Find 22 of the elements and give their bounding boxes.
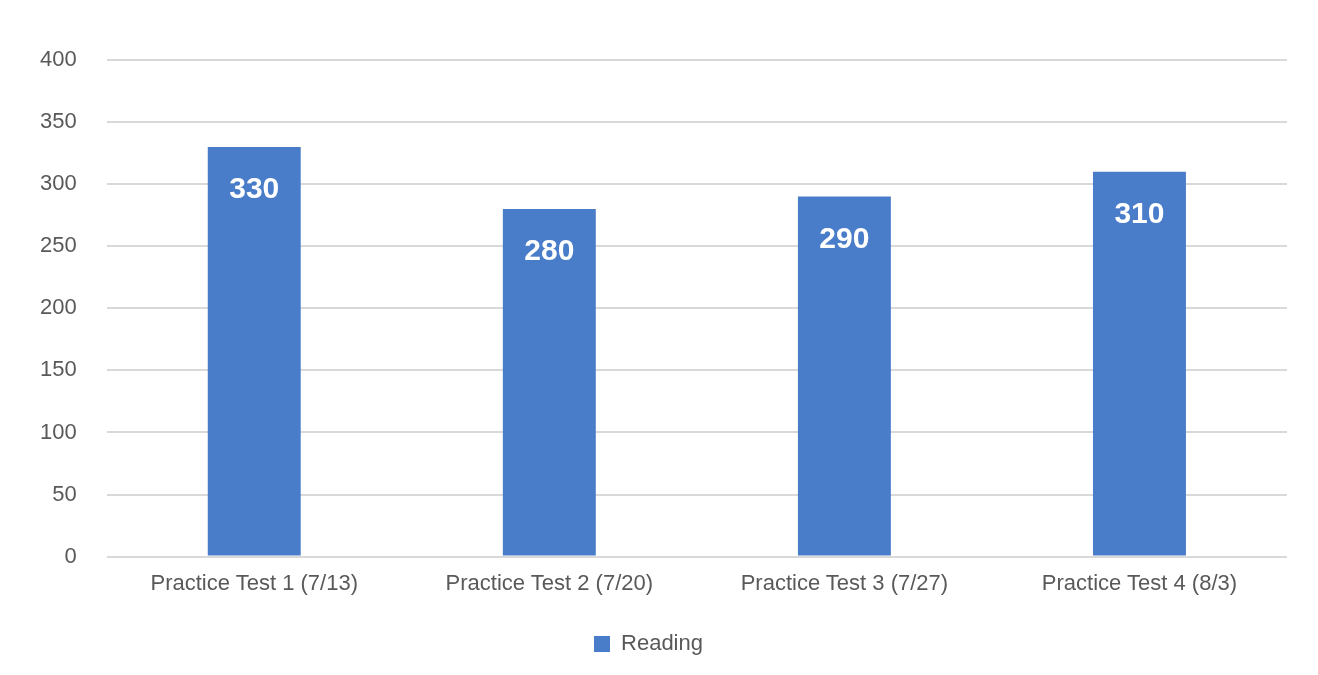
y-tick-label: 0 <box>64 542 77 568</box>
bar <box>502 208 596 556</box>
bar <box>1092 171 1186 556</box>
bar <box>797 196 891 556</box>
y-tick-label: 50 <box>52 480 77 506</box>
y-tick-label: 350 <box>39 108 77 134</box>
x-tick-label: Practice Test 1 (7/13) <box>150 569 358 595</box>
data-label: 310 <box>1114 196 1165 229</box>
y-tick-label: 250 <box>39 232 77 258</box>
x-tick-label: Practice Test 2 (7/20) <box>445 569 654 595</box>
data-label: 290 <box>819 220 870 254</box>
legend-label: Reading <box>621 630 703 656</box>
y-tick-label: 100 <box>39 418 77 444</box>
x-tick-label: Practice Test 3 (7/27) <box>740 569 949 595</box>
y-tick-label: 300 <box>39 170 77 196</box>
y-tick-label: 400 <box>39 46 77 72</box>
y-tick-label: 150 <box>39 356 77 382</box>
y-tick-label: 200 <box>39 294 77 320</box>
data-label: 330 <box>229 171 280 205</box>
data-label: 280 <box>524 233 575 267</box>
x-tick-label: Practice Test 4 (8/3) <box>1041 569 1238 595</box>
bar <box>207 146 301 556</box>
